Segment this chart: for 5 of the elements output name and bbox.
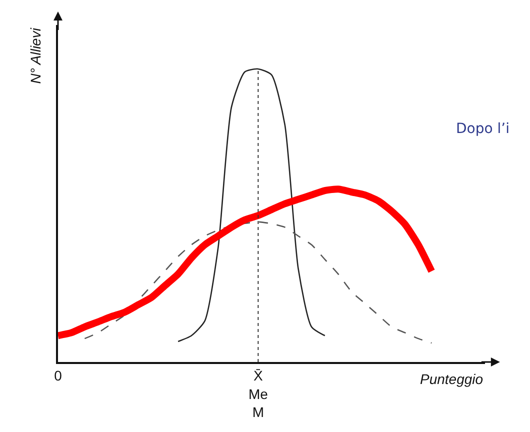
- y-axis-title: N° Allievi: [28, 27, 44, 84]
- annotation: Dopo l’i: [456, 121, 510, 137]
- x-axis-title: Punteggio: [420, 371, 484, 387]
- x-tick-label: 0: [54, 368, 62, 384]
- x-tick-label: X̄ Me M: [248, 368, 268, 420]
